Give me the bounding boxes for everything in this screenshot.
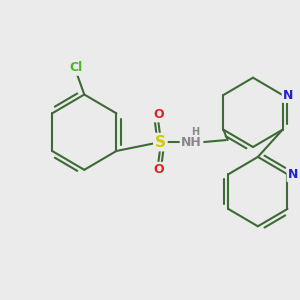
- Text: H: H: [191, 127, 200, 137]
- Text: N: N: [288, 168, 298, 181]
- Text: N: N: [283, 88, 294, 101]
- Text: S: S: [155, 135, 166, 150]
- Text: Cl: Cl: [70, 61, 83, 74]
- Text: O: O: [153, 163, 164, 176]
- Text: O: O: [153, 108, 164, 121]
- Text: NH: NH: [181, 136, 202, 148]
